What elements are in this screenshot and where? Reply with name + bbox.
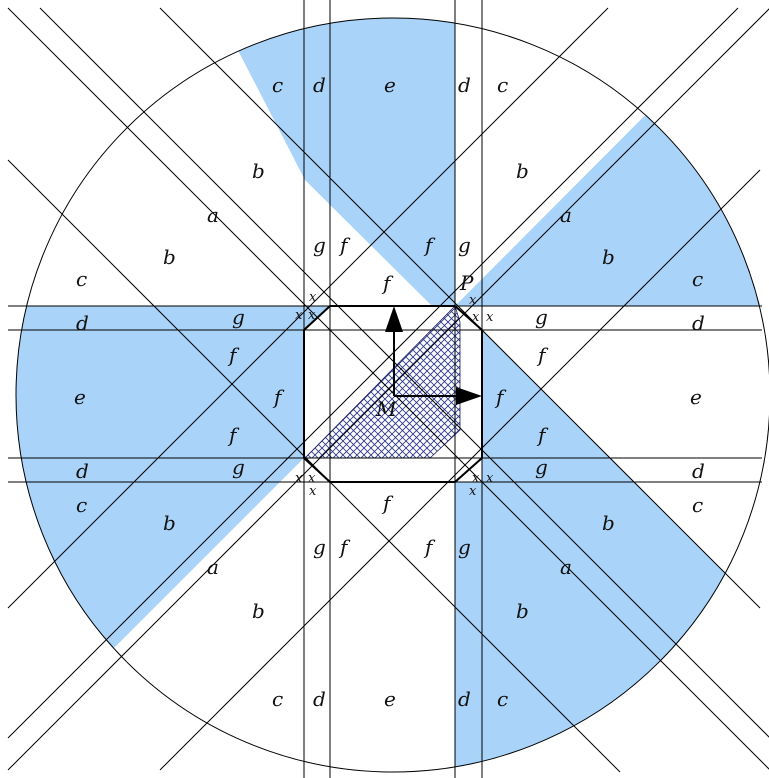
- label-x: x: [486, 310, 494, 325]
- label-d: d: [458, 687, 471, 711]
- label-g: g: [232, 305, 245, 329]
- label-c: c: [76, 493, 87, 517]
- label-d: d: [313, 687, 326, 711]
- white-patch: [330, 458, 455, 482]
- label-d: d: [313, 73, 326, 97]
- label-x: x: [486, 471, 494, 486]
- label-x: x: [469, 293, 477, 308]
- label-b: b: [602, 245, 615, 269]
- shaded-left-band: [16, 306, 304, 458]
- inner-octagon-outline: [303, 305, 483, 483]
- label-f: f: [338, 535, 351, 559]
- label-c: c: [272, 73, 283, 97]
- label-g: g: [535, 305, 548, 329]
- label-x: x: [308, 308, 316, 323]
- label-e: e: [384, 73, 396, 97]
- label-c: c: [692, 493, 703, 517]
- diag-up-1: [7, 8, 769, 771]
- label-x: x: [309, 484, 317, 499]
- label-b: b: [602, 511, 615, 535]
- shaded-top-strip: [212, 18, 455, 306]
- label-x: x: [295, 471, 303, 486]
- diagonal-lines-up: [7, 7, 769, 771]
- label-b: b: [163, 245, 176, 269]
- label-c: c: [497, 687, 508, 711]
- label-c: c: [497, 73, 508, 97]
- label-d: d: [692, 311, 705, 335]
- label-b: b: [163, 511, 176, 535]
- arrow-up: [385, 306, 403, 396]
- label-f: f: [381, 491, 394, 515]
- label-d: d: [692, 459, 705, 483]
- label-x: x: [472, 310, 480, 325]
- label-g: g: [535, 455, 548, 479]
- label-a: a: [560, 555, 572, 579]
- diag-down-3: [159, 7, 761, 609]
- label-f: f: [423, 535, 436, 559]
- label-b: b: [516, 599, 529, 623]
- outer-circle: [15, 17, 769, 773]
- label-x: x: [472, 471, 480, 486]
- label-e: e: [690, 385, 702, 409]
- label-c: c: [692, 267, 703, 291]
- label-g: g: [232, 455, 245, 479]
- label-d: d: [458, 73, 471, 97]
- label-x: x: [309, 290, 317, 305]
- label-a: a: [207, 555, 219, 579]
- label-d: d: [76, 311, 89, 335]
- label-g: g: [313, 535, 326, 559]
- label-x: x: [295, 308, 303, 323]
- label-f: f: [381, 271, 394, 295]
- label-g: g: [458, 233, 471, 257]
- label-b: b: [252, 159, 265, 183]
- diag-up-3: [7, 7, 609, 609]
- arrow-right: [394, 387, 482, 405]
- label-f: f: [536, 343, 549, 367]
- label-P: P: [459, 271, 474, 295]
- label-c: c: [76, 267, 87, 291]
- label-d: d: [76, 459, 89, 483]
- label-e: e: [384, 687, 396, 711]
- label-g: g: [458, 535, 471, 559]
- diag-up-4: [159, 169, 761, 771]
- label-a: a: [560, 203, 572, 227]
- label-g: g: [313, 233, 326, 257]
- label-f: f: [338, 233, 351, 257]
- label-b: b: [252, 599, 265, 623]
- label-x: x: [308, 471, 316, 486]
- label-c: c: [272, 687, 283, 711]
- label-M: M: [375, 397, 397, 421]
- label-x: x: [469, 484, 477, 499]
- label-e: e: [74, 385, 86, 409]
- label-b: b: [516, 159, 529, 183]
- diag-up-2: [7, 7, 739, 739]
- label-a: a: [207, 203, 219, 227]
